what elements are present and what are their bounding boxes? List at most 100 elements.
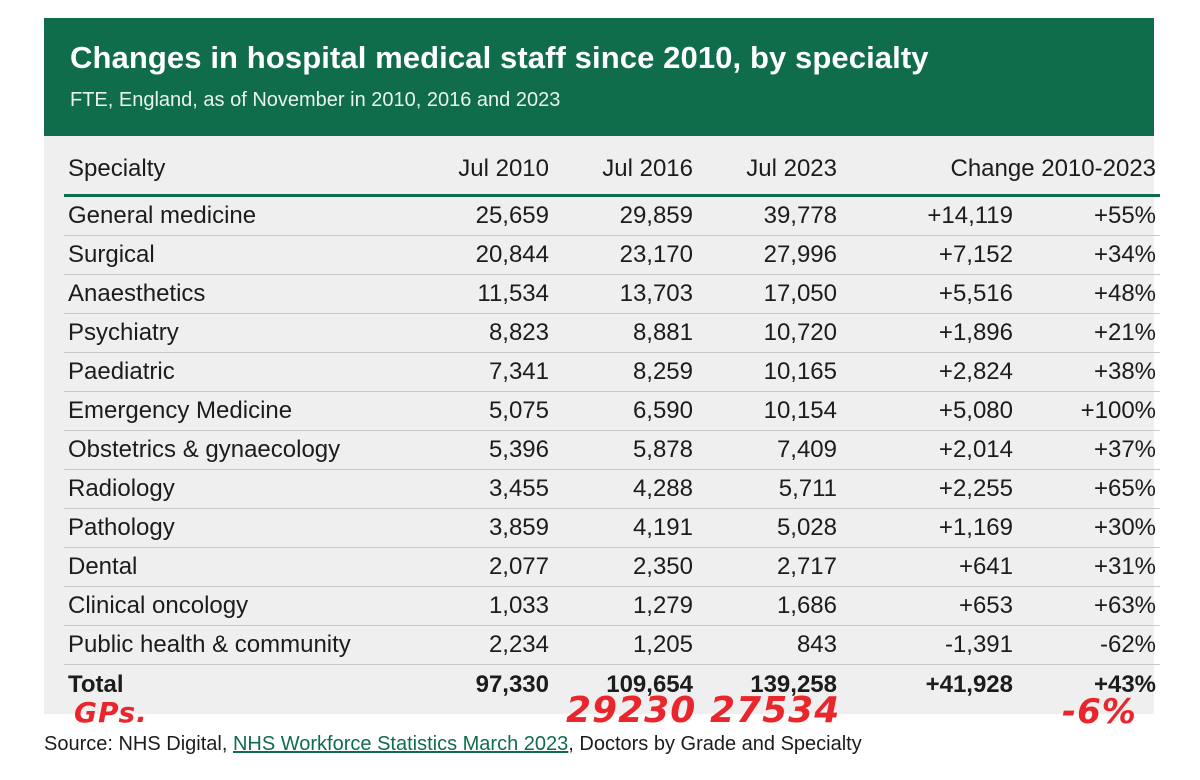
cell-specialty: Pathology: [64, 508, 409, 548]
cell-2010: 11,534: [409, 274, 553, 314]
cell-2016: 2,350: [553, 547, 697, 587]
cell-2016: 5,878: [553, 430, 697, 470]
cell-change-abs: +641: [841, 547, 1017, 587]
cell-2016: 1,279: [553, 586, 697, 626]
gp-2023-annotation: 27534: [710, 690, 841, 731]
cell-specialty: Public health & community: [64, 625, 409, 665]
gps-annotation: GPs.: [74, 696, 148, 729]
table-row: Psychiatry 8,823 8,881 10,720 +1,896 +21%: [64, 313, 1161, 353]
table-header-row: Specialty Jul 2010 Jul 2016 Jul 2023 Cha…: [64, 144, 1161, 197]
cell-2016: 8,881: [553, 313, 697, 353]
cell-change-pct: +100%: [1017, 391, 1161, 431]
cell-specialty: Clinical oncology: [64, 586, 409, 626]
cell-change-pct: +63%: [1017, 586, 1161, 626]
cell-2016: 23,170: [553, 235, 697, 275]
cell-change-abs: +1,896: [841, 313, 1017, 353]
cell-2010: 1,033: [409, 586, 553, 626]
cell-change-pct: -62%: [1017, 625, 1161, 665]
cell-specialty: Surgical: [64, 235, 409, 275]
cell-2023: 39,778: [697, 195, 841, 236]
table-row: Public health & community 2,234 1,205 843 -1…: [64, 625, 1161, 665]
cell-2010: 2,077: [409, 547, 553, 587]
cell-2016: 29,859: [553, 195, 697, 236]
table-row: Surgical 20,844 23,170 27,996 +7,152 +34%: [64, 235, 1161, 275]
column-header-2016: Jul 2016: [553, 144, 697, 197]
cell-change-abs: +7,152: [841, 235, 1017, 275]
table-body: General medicine 25,659 29,859 39,778 +14,11…: [64, 195, 1161, 706]
cell-2010: 3,859: [409, 508, 553, 548]
cell-specialty: Emergency Medicine: [64, 391, 409, 431]
cell-change-pct: +34%: [1017, 235, 1161, 275]
cell-2010: 5,075: [409, 391, 553, 431]
table-row: Obstetrics & gynaecology 5,396 5,878 7,409 +…: [64, 430, 1161, 470]
cell-2016: 8,259: [553, 352, 697, 392]
cell-2010: 7,341: [409, 352, 553, 392]
cell-2010: 5,396: [409, 430, 553, 470]
table-row: Clinical oncology 1,033 1,279 1,686 +653 +63%: [64, 586, 1161, 626]
cell-2023: 27,996: [697, 235, 841, 275]
source-link[interactable]: NHS Workforce Statistics March 2023: [232, 733, 569, 755]
cell-specialty: Paediatric: [64, 352, 409, 392]
cell-2023: 5,028: [697, 508, 841, 548]
gp-change-annotation: -6%: [1062, 692, 1137, 732]
cell-2023: 10,165: [697, 352, 841, 392]
staff-table: Specialty Jul 2010 Jul 2016 Jul 2023 Cha…: [64, 144, 1161, 706]
column-header-2010: Jul 2010: [409, 144, 553, 197]
cell-change-abs: +5,516: [841, 274, 1017, 314]
page-subtitle: FTE, England, as of November in 2010, 20…: [70, 89, 561, 111]
table-row: Pathology 3,859 4,191 5,028 +1,169 +30%: [64, 508, 1161, 548]
column-header-2023: Jul 2023: [697, 144, 841, 197]
total-cell-2023: 139,258: [750, 671, 837, 698]
cell-specialty: Radiology: [64, 469, 409, 509]
column-header-specialty: Specialty: [64, 144, 409, 197]
table-row: Radiology 3,455 4,288 5,711 +2,255 +65%: [64, 469, 1161, 509]
cell-specialty: Anaesthetics: [64, 274, 409, 314]
cell-2016: 4,191: [553, 508, 697, 548]
cell-specialty: Obstetrics & gynaecology: [64, 430, 409, 470]
cell-change-abs: +14,119: [841, 195, 1017, 236]
cell-2010: 8,823: [409, 313, 553, 353]
cell-2023: 843: [697, 625, 841, 665]
cell-change-abs: +2,824: [841, 352, 1017, 392]
cell-2010: 20,844: [409, 235, 553, 275]
cell-change-pct: +21%: [1017, 313, 1161, 353]
cell-2016: 4,288: [553, 469, 697, 509]
total-cell-2016: 109,654: [606, 671, 693, 698]
cell-2023: 1,686: [697, 586, 841, 626]
cell-specialty: Psychiatry: [64, 313, 409, 353]
cell-change-pct: +65%: [1017, 469, 1161, 509]
cell-2023: 10,720: [697, 313, 841, 353]
cell-2010: 2,234: [409, 625, 553, 665]
table-row: Dental 2,077 2,350 2,717 +641 +31%: [64, 547, 1161, 587]
cell-2016: 6,590: [553, 391, 697, 431]
cell-2016: 13,703: [553, 274, 697, 314]
table-header: Changes in hospital medical staff since …: [44, 18, 1154, 136]
cell-change-abs: +2,255: [841, 469, 1017, 509]
table-row: General medicine 25,659 29,859 39,778 +14,11…: [64, 195, 1161, 236]
cell-2023: 17,050: [697, 274, 841, 314]
cell-2016: 1,205: [553, 625, 697, 665]
cell-change-abs: +2,014: [841, 430, 1017, 470]
cell-change-abs: +653: [841, 586, 1017, 626]
cell-specialty: General medicine: [64, 195, 409, 236]
total-cell-2010: 97,330: [475, 671, 549, 698]
cell-2010: 25,659: [409, 195, 553, 236]
cell-2023: 7,409: [697, 430, 841, 470]
table-row: Paediatric 7,341 8,259 10,165 +2,824 +38%: [64, 352, 1161, 392]
table-card: Changes in hospital medical staff since …: [44, 18, 1161, 732]
total-cell-change-abs: +41,928: [925, 671, 1013, 698]
cell-change-pct: +48%: [1017, 274, 1161, 314]
cell-change-pct: +38%: [1017, 352, 1161, 392]
source-prefix: Source: NHS Digital,: [44, 733, 233, 755]
source-suffix: , Doctors by Grade and Specialty: [568, 733, 862, 755]
table-row: Emergency Medicine 5,075 6,590 10,154 +5,080…: [64, 391, 1161, 431]
cell-change-abs: +5,080: [841, 391, 1017, 431]
cell-change-pct: +30%: [1017, 508, 1161, 548]
cell-change-pct: +37%: [1017, 430, 1161, 470]
total-cell-specialty: Total: [68, 671, 124, 698]
cell-change-abs: +1,169: [841, 508, 1017, 548]
cell-2010: 3,455: [409, 469, 553, 509]
source-note: Source: NHS Digital, NHS Workforce Stati…: [44, 733, 862, 756]
cell-change-pct: +31%: [1017, 547, 1161, 587]
cell-2023: 10,154: [697, 391, 841, 431]
